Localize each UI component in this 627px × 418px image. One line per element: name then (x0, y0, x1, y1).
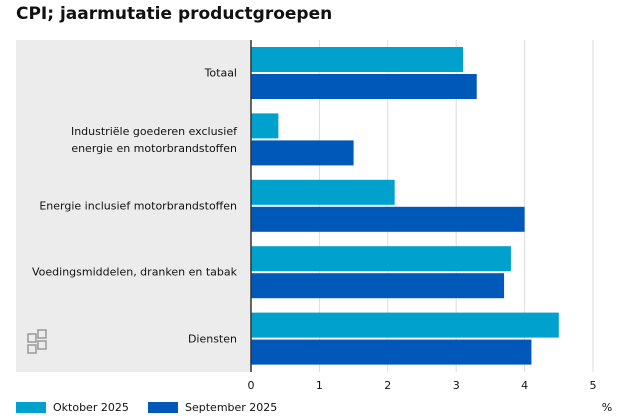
x-tick-label: 4 (521, 379, 528, 392)
bar (251, 273, 505, 299)
logo (27, 329, 47, 354)
legend-label: September 2025 (185, 401, 277, 414)
bar (251, 74, 477, 99)
chart-title: CPI; jaarmutatie productgroepen (16, 4, 332, 24)
category-label: Diensten (187, 332, 237, 346)
bar (251, 246, 511, 272)
legend-swatch (148, 402, 178, 413)
x-tick-label: 5 (590, 379, 597, 392)
category-label: Totaal (204, 66, 237, 80)
bar (251, 339, 532, 365)
x-axis-label: % (602, 401, 612, 414)
bar (251, 113, 279, 139)
x-tick-label: 0 (248, 379, 255, 392)
bar (251, 312, 559, 338)
legend-swatch (16, 402, 46, 413)
x-tick-label: 3 (453, 379, 460, 392)
category-label: Industriële goederen exclusief energie e… (70, 124, 237, 155)
category-label: Energie inclusief motorbrandstoffen (39, 199, 237, 213)
bar (251, 140, 354, 166)
bar (251, 47, 464, 72)
x-tick-label: 2 (384, 379, 391, 392)
x-tick-label: 1 (316, 379, 323, 392)
legend-label: Oktober 2025 (53, 401, 129, 414)
bar (251, 206, 525, 232)
category-label: Voedingsmiddelen, dranken en tabak (32, 265, 237, 279)
bar (251, 179, 395, 205)
label-panel (16, 40, 251, 372)
